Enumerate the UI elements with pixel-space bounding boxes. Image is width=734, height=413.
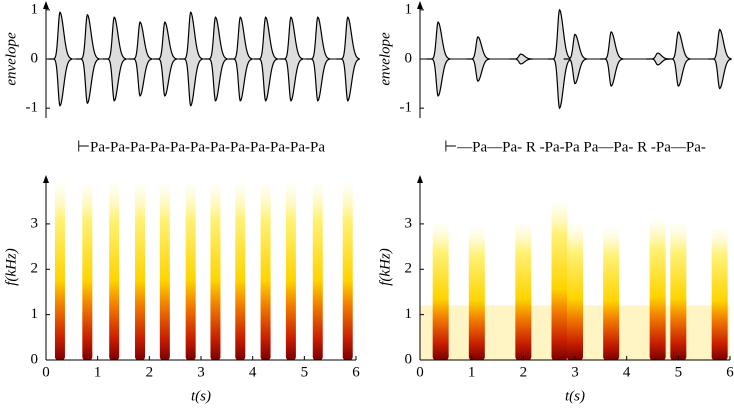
spectrogram-burst xyxy=(342,183,353,360)
spectrogram-burst xyxy=(185,183,196,360)
envelope-burst xyxy=(48,11,72,107)
y-tick-label: 2 xyxy=(405,261,413,277)
envelope-burst xyxy=(279,16,303,102)
spectrogram-burst xyxy=(109,183,120,360)
y-tick-label: 3 xyxy=(405,215,413,231)
y-tick-label: 0 xyxy=(31,351,39,367)
envelope-burst xyxy=(179,11,203,107)
spectrogram-burst xyxy=(551,201,568,360)
syllable-labels: ⊢—Pa—Pa- R -Pa-Pa Pa—Pa- R -Pa—Pa- xyxy=(444,139,706,155)
x-tick-label: 2 xyxy=(520,364,528,380)
spectrogram-burst xyxy=(649,219,666,360)
x-tick-label: 4 xyxy=(249,364,257,380)
x-tick-label: 6 xyxy=(726,364,734,380)
envelope-burst xyxy=(708,28,732,90)
spectrogram-burst xyxy=(515,223,532,360)
spectrogram-burst xyxy=(285,183,296,360)
envelope-burst xyxy=(75,13,100,105)
y-axis-label: f(kHz) xyxy=(3,248,19,286)
x-tick-label: 1 xyxy=(468,364,476,380)
y-tick-label: 1 xyxy=(405,306,413,322)
envelope-burst xyxy=(646,52,670,66)
y-tick-label: -1 xyxy=(26,100,39,116)
envelope-burst xyxy=(204,16,228,102)
envelope-burst xyxy=(153,21,177,97)
x-tick-label: 6 xyxy=(352,364,360,380)
spectrogram-burst xyxy=(235,183,246,360)
spectrogram-burst xyxy=(567,223,583,360)
envelope-burst xyxy=(254,16,278,102)
x-tick-label: 5 xyxy=(301,364,309,380)
envelope-burst xyxy=(426,21,451,97)
y-tick-label: 0 xyxy=(31,50,39,66)
envelope-burst xyxy=(509,53,533,65)
spectrogram-burst xyxy=(210,183,221,360)
spectrogram-burst xyxy=(312,183,323,360)
envelope-burst xyxy=(102,16,127,102)
y-axis-arrow xyxy=(43,175,49,183)
spectrogram-burst xyxy=(135,183,146,360)
y-axis-label: envelope xyxy=(377,32,393,86)
x-axis-label: t(s) xyxy=(191,388,211,404)
y-axis-arrow xyxy=(417,1,423,9)
y-tick-label: -1 xyxy=(400,100,413,116)
x-axis-label: t(s) xyxy=(565,388,585,404)
y-tick-label: 1 xyxy=(31,1,39,17)
envelope-burst xyxy=(466,36,490,82)
x-tick-label: 0 xyxy=(416,364,424,380)
spectrogram-burst xyxy=(432,223,449,360)
envelope-burst xyxy=(563,33,587,85)
x-tick-label: 0 xyxy=(42,364,50,380)
spectrogram-burst xyxy=(603,228,620,360)
y-tick-label: 2 xyxy=(31,261,39,277)
envelope-burst xyxy=(666,31,691,87)
y-axis-arrow xyxy=(43,1,49,9)
y-tick-label: 1 xyxy=(405,1,413,17)
y-tick-label: 0 xyxy=(405,50,413,66)
x-tick-label: 4 xyxy=(623,364,631,380)
envelope-burst xyxy=(599,31,624,87)
spectrogram-burst xyxy=(54,183,65,360)
y-axis-label: f(kHz) xyxy=(377,248,393,286)
y-axis-label: envelope xyxy=(3,32,19,86)
y-axis-arrow xyxy=(417,175,423,183)
y-tick-label: 3 xyxy=(31,215,39,231)
envelope-burst xyxy=(228,16,253,102)
x-tick-label: 5 xyxy=(675,364,683,380)
x-tick-label: 2 xyxy=(146,364,154,380)
spectrogram-burst xyxy=(468,228,485,360)
spectrogram-burst xyxy=(82,183,93,360)
spectrogram-burst xyxy=(670,223,687,360)
x-tick-label: 3 xyxy=(197,364,205,380)
y-tick-label: 1 xyxy=(31,306,39,322)
envelope-burst xyxy=(336,16,360,102)
y-tick-label: 0 xyxy=(405,351,413,367)
envelope-burst xyxy=(306,16,330,102)
spectrogram-burst xyxy=(159,183,170,360)
x-tick-label: 3 xyxy=(571,364,579,380)
spectrogram-burst xyxy=(260,183,271,360)
spectrogram-burst xyxy=(711,228,728,360)
x-tick-label: 1 xyxy=(94,364,102,380)
envelope-burst xyxy=(128,21,152,97)
syllable-labels: ⊢Pa-Pa-Pa-Pa-Pa-Pa-Pa-Pa-Pa-Pa-Pa-Pa xyxy=(77,139,325,155)
